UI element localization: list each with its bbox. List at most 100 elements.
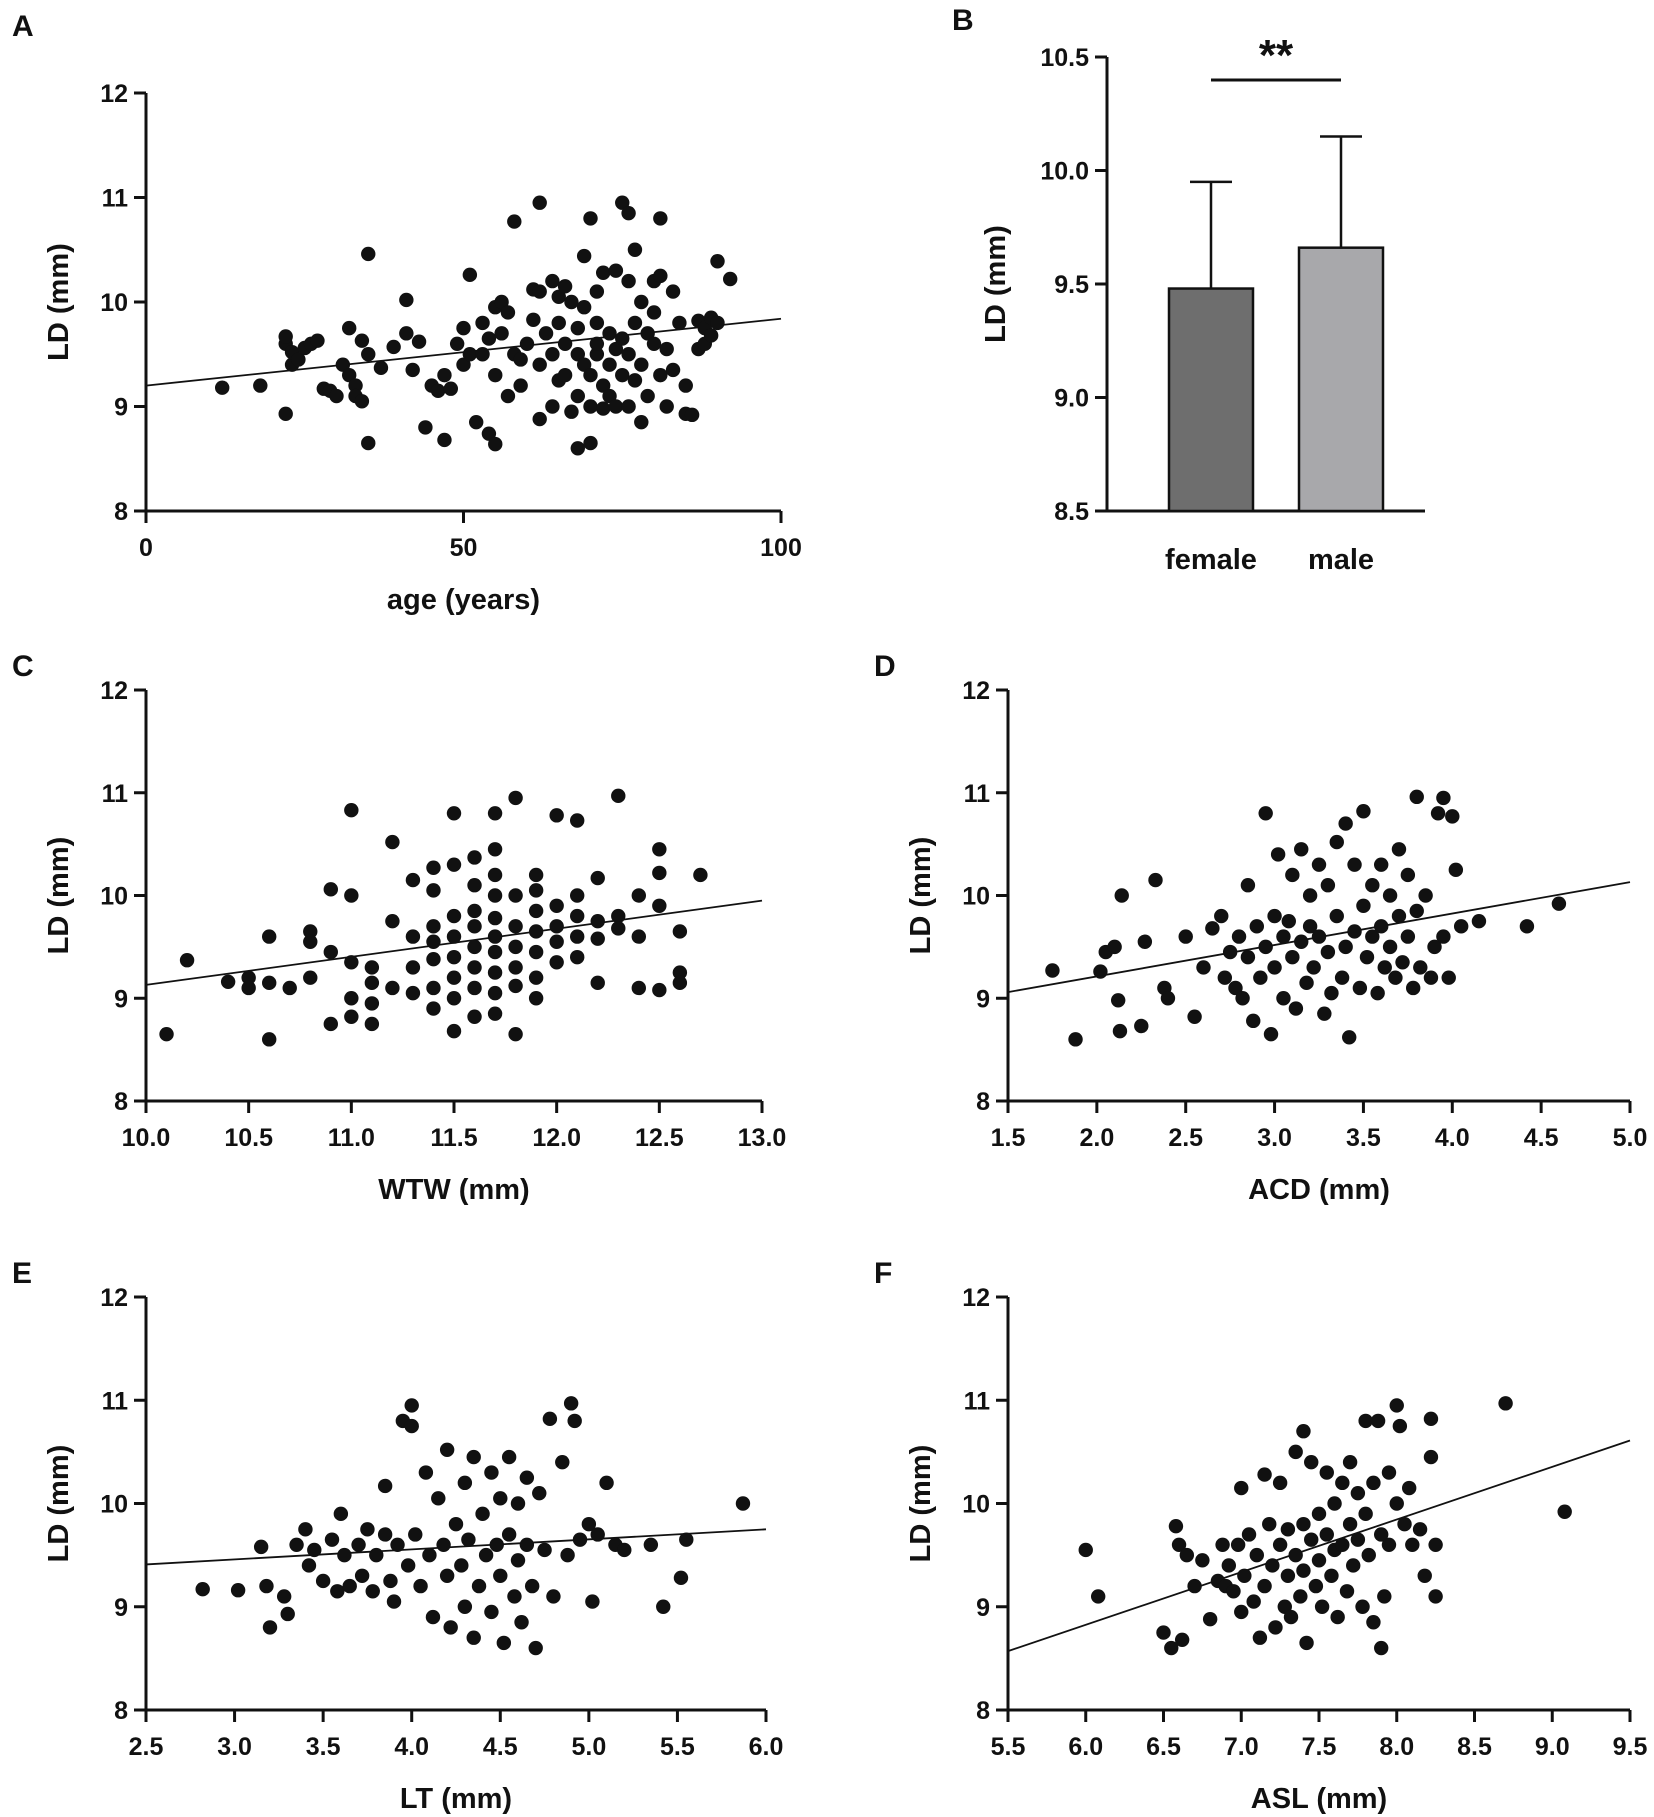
x-tick-label: 6.5 <box>1146 1733 1181 1761</box>
data-point <box>611 921 626 936</box>
data-point <box>426 934 441 949</box>
data-point <box>1257 1578 1272 1594</box>
data-point <box>1347 924 1362 939</box>
data-point <box>1334 970 1350 985</box>
regression-line <box>145 1528 767 1566</box>
data-point <box>276 1589 292 1604</box>
data-point <box>307 1542 322 1558</box>
data-point <box>337 1547 352 1563</box>
data-point <box>596 265 611 280</box>
y-tick-label: 8 <box>114 1697 128 1725</box>
data-point <box>1356 898 1371 913</box>
data-point <box>1338 816 1353 831</box>
data-point <box>377 1478 393 1494</box>
data-point <box>159 1027 174 1042</box>
data-point <box>487 867 503 883</box>
data-point <box>443 381 458 396</box>
data-point <box>1382 888 1398 903</box>
data-point <box>385 980 400 996</box>
bar-male <box>1297 246 1385 513</box>
data-point <box>590 870 605 886</box>
data-point <box>335 357 351 372</box>
y-tick-label: 11 <box>102 1387 129 1415</box>
data-point <box>672 965 688 980</box>
data-point <box>1267 908 1282 924</box>
data-point <box>1249 1547 1265 1563</box>
data-point <box>570 813 585 828</box>
data-point <box>1342 1455 1358 1470</box>
data-point <box>1350 1532 1366 1547</box>
data-point <box>351 1537 366 1553</box>
data-point <box>627 242 643 257</box>
data-point <box>583 399 598 414</box>
data-point <box>508 960 523 975</box>
data-point <box>631 980 646 996</box>
data-point <box>611 908 626 924</box>
data-point <box>567 1413 582 1429</box>
data-point <box>373 360 389 376</box>
data-point <box>466 1449 481 1465</box>
data-point <box>1272 1475 1288 1491</box>
data-point <box>646 336 662 351</box>
y-tick-label: 12 <box>100 1284 128 1312</box>
data-point <box>1430 806 1446 821</box>
panel-d: D 8 9 10 11 12 LD (mm) 1.5 2.0 2.5 3.0 3.5 4.0 4.5 5.0… <box>874 650 1647 1206</box>
data-point <box>627 315 643 331</box>
data-point <box>315 1573 331 1589</box>
data-point <box>528 991 544 1006</box>
data-point <box>481 426 497 441</box>
data-point <box>1293 1589 1308 1604</box>
data-points <box>1045 789 1567 1047</box>
data-point <box>596 401 611 416</box>
data-point <box>344 888 359 903</box>
data-point <box>1382 939 1398 955</box>
data-point <box>344 803 359 818</box>
data-point <box>386 339 401 355</box>
data-point <box>549 919 564 934</box>
data-point <box>1234 1480 1249 1496</box>
data-point <box>262 975 277 991</box>
data-point <box>354 1568 370 1583</box>
x-tick-label: 4.0 <box>1435 1124 1470 1152</box>
data-point <box>1409 789 1424 805</box>
data-point <box>615 367 630 383</box>
data-point <box>570 949 585 965</box>
data-point <box>1346 1558 1361 1573</box>
x-tick-label: 2.5 <box>1168 1124 1203 1152</box>
data-point <box>583 367 598 383</box>
data-point <box>508 1027 523 1042</box>
data-point <box>1401 1480 1417 1496</box>
data-point <box>1355 1599 1370 1614</box>
data-point <box>342 1578 357 1594</box>
y-tick-label: 9.0 <box>1054 385 1089 413</box>
data-point <box>1288 1547 1303 1563</box>
data-point <box>634 357 649 372</box>
data-point <box>241 970 256 985</box>
data-point <box>1240 949 1256 965</box>
data-point <box>399 326 414 341</box>
data-point <box>466 1630 481 1645</box>
data-point <box>310 333 325 348</box>
data-point <box>608 399 624 414</box>
data-point <box>467 919 482 934</box>
data-point <box>323 882 338 897</box>
x-tick-label: 7.5 <box>1302 1733 1337 1761</box>
data-point <box>405 929 421 944</box>
data-point <box>385 834 400 850</box>
data-point <box>508 919 523 934</box>
data-point <box>489 1537 504 1553</box>
data-point <box>1164 1640 1179 1656</box>
data-point <box>1392 1418 1408 1434</box>
data-point <box>1374 857 1389 872</box>
data-point <box>563 1396 579 1411</box>
data-point <box>329 388 344 404</box>
data-point <box>449 336 465 351</box>
data-point <box>1370 1413 1386 1429</box>
data-point <box>532 357 547 372</box>
data-point <box>542 1411 558 1427</box>
data-point <box>508 939 523 955</box>
data-point <box>572 1532 588 1547</box>
data-point <box>448 1516 464 1532</box>
y-tick-label: 9 <box>114 1594 128 1622</box>
data-point <box>1268 1620 1283 1635</box>
